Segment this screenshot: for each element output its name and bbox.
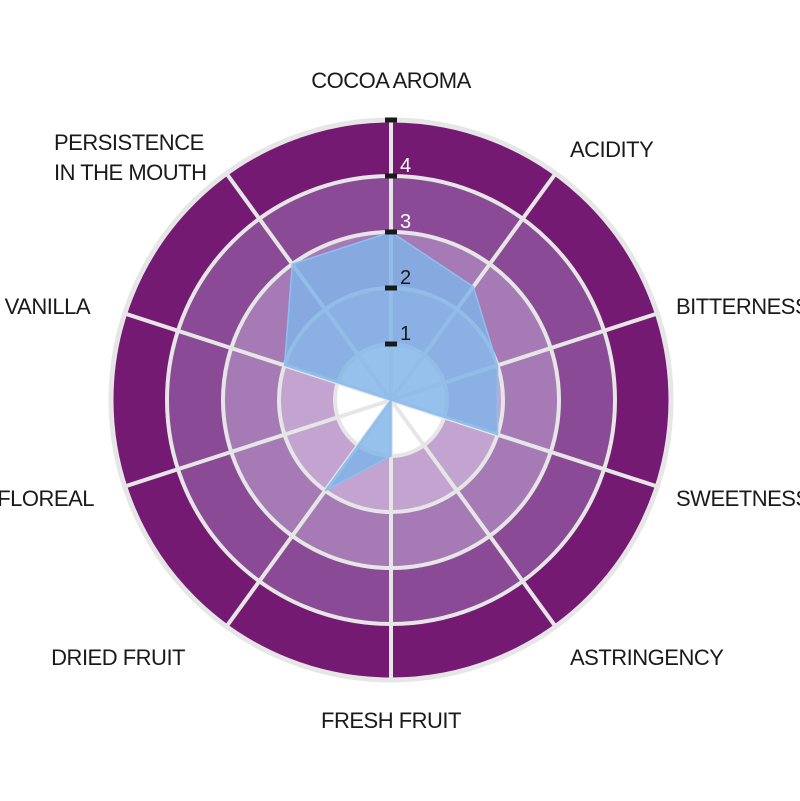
axis-label-line: COCOA AROMA [311,68,471,93]
axis-label-line: ACIDITY [570,137,654,162]
axis-label-line: FLOREAL [0,486,94,511]
axis-label-line: PERSISTENCE [54,130,204,155]
tick-mark-2 [385,285,397,291]
axis-label-8: VANILLA [5,294,91,319]
axis-label-line: VANILLA [5,294,91,319]
tick-label-1: 1 [400,323,411,345]
axis-label-9: PERSISTENCE IN THE MOUTH [54,130,206,185]
spoke-4 [389,398,558,628]
tick-mark-5 [385,117,397,123]
axis-label-0: COCOA AROMA [311,68,471,93]
axis-label-1: ACIDITY [570,137,654,162]
axis-label-5: FRESH FRUIT [321,708,461,733]
tick-label-5: 5 [400,99,411,121]
series-area [283,231,499,492]
tick-label-4: 4 [400,155,411,177]
spoke-7 [124,398,392,489]
axis-label-4: ASTRINGENCY [570,645,724,670]
axis-label-line: FRESH FRUIT [321,708,461,733]
tick-mark-4 [385,173,397,179]
tick-label-3: 3 [400,211,411,233]
axis-label-2: BITTERNESS [676,294,800,319]
axis-label-line: IN THE MOUTH [54,160,206,185]
axis-label-line: ASTRINGENCY [570,645,724,670]
tick-mark-3 [385,229,397,235]
axis-label-7: FLOREAL [0,486,94,511]
tick-mark-1 [385,341,397,347]
axis-label-3: SWEETNESS [676,486,800,511]
axis-label-line: SWEETNESS [676,486,800,511]
axis-label-line: DRIED FRUIT [51,645,185,670]
axis-label-6: DRIED FRUIT [51,645,185,670]
axis-label-line: BITTERNESS [676,294,800,319]
tick-label-2: 2 [400,267,411,289]
